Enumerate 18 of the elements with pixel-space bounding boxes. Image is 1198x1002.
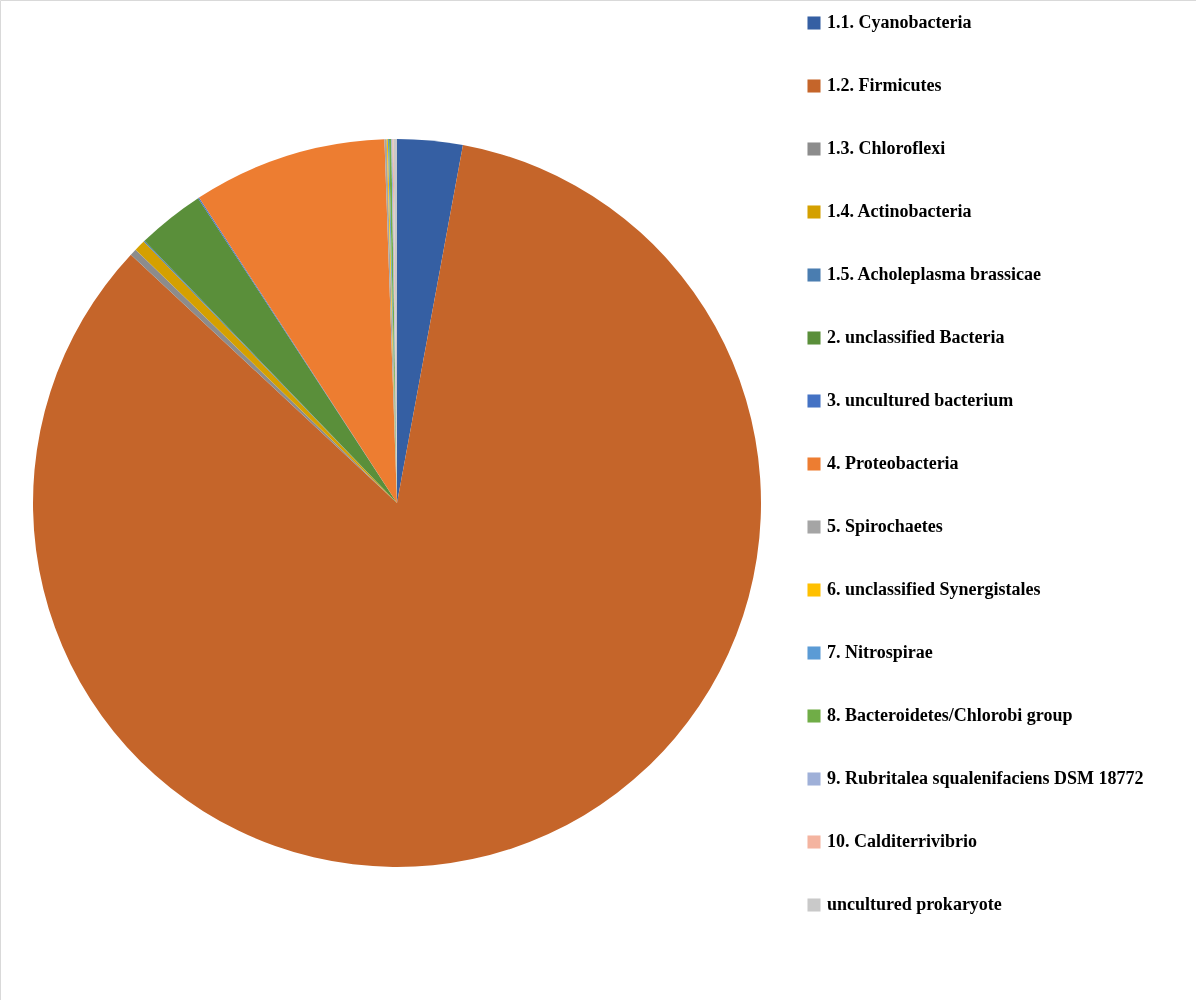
legend-label: 1.2. Firmicutes bbox=[827, 75, 942, 95]
legend-label: 1.1. Cyanobacteria bbox=[827, 12, 972, 32]
legend-label: 1.5. Acholeplasma brassicae bbox=[827, 264, 1042, 284]
legend-label: 5. Spirochaetes bbox=[827, 516, 943, 536]
legend-label: 2. unclassified Bacteria bbox=[827, 327, 1005, 347]
legend-label: 6. unclassified Synergistales bbox=[827, 579, 1041, 599]
legend-label: 4. Proteobacteria bbox=[827, 453, 959, 473]
legend-label: 1.4. Actinobacteria bbox=[827, 201, 972, 221]
legend-label: 1.3. Chloroflexi bbox=[827, 138, 946, 158]
legend-label: 10. Calditerrivibrio bbox=[827, 831, 977, 851]
pie-slice bbox=[397, 139, 463, 503]
legend-label: 3. uncultured bacterium bbox=[827, 390, 1014, 410]
pie-slice bbox=[33, 145, 761, 867]
legend-label: 9. Rubritalea squalenifaciens DSM 18772 bbox=[827, 768, 1144, 788]
legend-label: 7. Nitrospirae bbox=[827, 642, 933, 662]
legend-label: uncultured prokaryote bbox=[827, 894, 1002, 914]
pie-slice bbox=[199, 139, 397, 503]
legend-label: 8. Bacteroidetes/Chlorobi group bbox=[827, 705, 1073, 725]
